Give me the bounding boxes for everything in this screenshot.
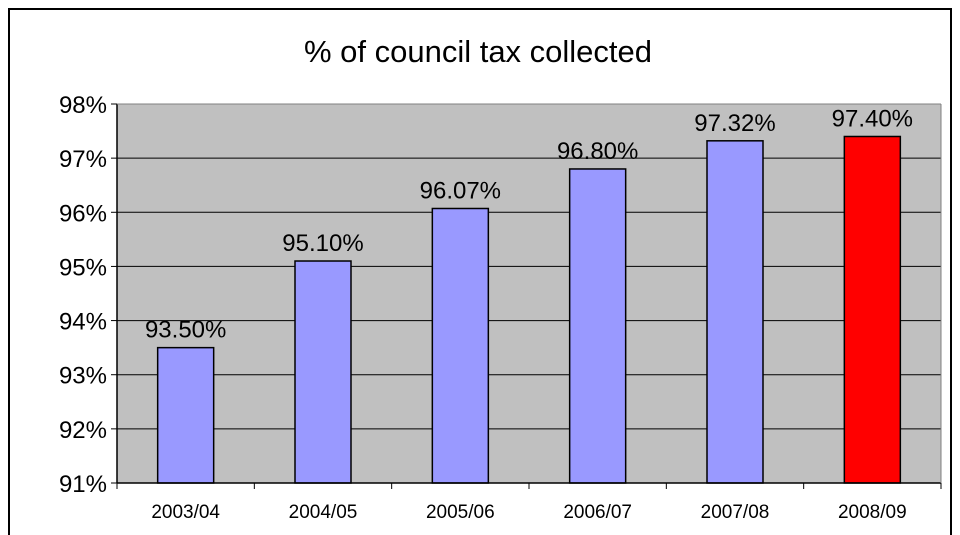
bar-2008-09: [843, 135, 902, 484]
bars: [156, 135, 902, 484]
bar-2003-04: [156, 346, 215, 484]
x-tick-label: 2006/07: [563, 502, 632, 523]
x-tick-label: 2008/09: [838, 502, 907, 523]
bar-2004-05: [294, 260, 352, 484]
y-tick-label: 92%: [59, 417, 107, 444]
x-tick-label: 2004/05: [289, 502, 358, 523]
plot-area: [117, 104, 941, 483]
x-tick-label: 2007/08: [701, 502, 770, 523]
y-tick-label: 94%: [59, 309, 107, 336]
y-tick-label: 93%: [59, 363, 107, 390]
bar-2005-06: [431, 207, 490, 484]
data-label: 96.07%: [420, 177, 501, 204]
y-tick-label: 95%: [59, 254, 107, 281]
x-tick-label: 2005/06: [426, 502, 495, 523]
bar-2007-08: [706, 140, 764, 484]
x-tick-label: 2003/04: [151, 502, 220, 523]
chart-title: % of council tax collected: [304, 34, 652, 69]
data-label: 96.80%: [557, 138, 638, 165]
data-label: 93.50%: [145, 317, 226, 344]
y-tick-label: 91%: [59, 471, 107, 498]
y-tick-label: 96%: [59, 200, 107, 227]
bar-2006-07: [568, 168, 627, 484]
y-tick-label: 98%: [59, 92, 107, 119]
labels: 91% 92% 93% 94% 95% 96% 97% 98% 93.50% 2003/04 95.…: [59, 92, 913, 523]
axes: [111, 103, 942, 489]
data-label: 97.32%: [694, 110, 775, 137]
y-tick-label: 97%: [59, 146, 107, 173]
data-label: 97.40%: [832, 105, 913, 132]
data-label: 95.10%: [282, 230, 363, 257]
